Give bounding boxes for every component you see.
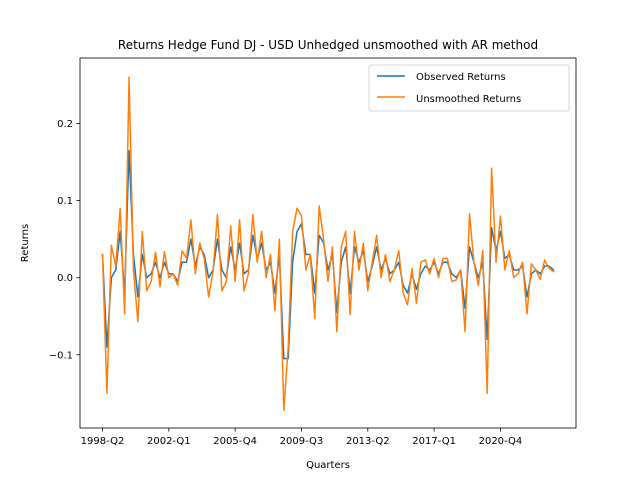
legend-box — [368, 64, 570, 112]
y-tick-label: −0.1 — [49, 350, 73, 361]
chart-title: Returns Hedge Fund DJ - USD Unhedged uns… — [118, 38, 538, 52]
legend-label-unsmoothed: Unsmoothed Returns — [416, 94, 521, 105]
legend-label-observed: Observed Returns — [416, 72, 506, 83]
x-tick-label: 2002-Q1 — [147, 436, 191, 447]
x-tick-label: 2013-Q2 — [346, 436, 390, 447]
legend: Observed Returns Unsmoothed Returns — [368, 64, 570, 112]
x-axis: 1998-Q2 2002-Q1 2005-Q4 2009-Q3 2013-Q2 2017-… — [81, 428, 523, 447]
series-layer — [101, 76, 555, 412]
series-line-1 — [101, 76, 555, 412]
y-tick-label: 0.0 — [57, 273, 73, 284]
y-tick-label: 0.2 — [57, 119, 73, 130]
x-tick-label: 2020-Q4 — [479, 436, 523, 447]
x-tick-label: 1998-Q2 — [81, 436, 125, 447]
y-axis-title: Returns — [20, 224, 31, 262]
y-tick-label: 0.1 — [57, 196, 73, 207]
x-tick-label: 2017-Q1 — [412, 436, 456, 447]
x-axis-title: Quarters — [306, 460, 350, 471]
axes-frame — [79, 57, 577, 429]
y-axis: −0.1 0.0 0.1 0.2 — [49, 119, 80, 361]
x-tick-label: 2005-Q4 — [213, 436, 257, 447]
x-tick-label: 2009-Q3 — [280, 436, 324, 447]
plot-area — [79, 57, 577, 429]
